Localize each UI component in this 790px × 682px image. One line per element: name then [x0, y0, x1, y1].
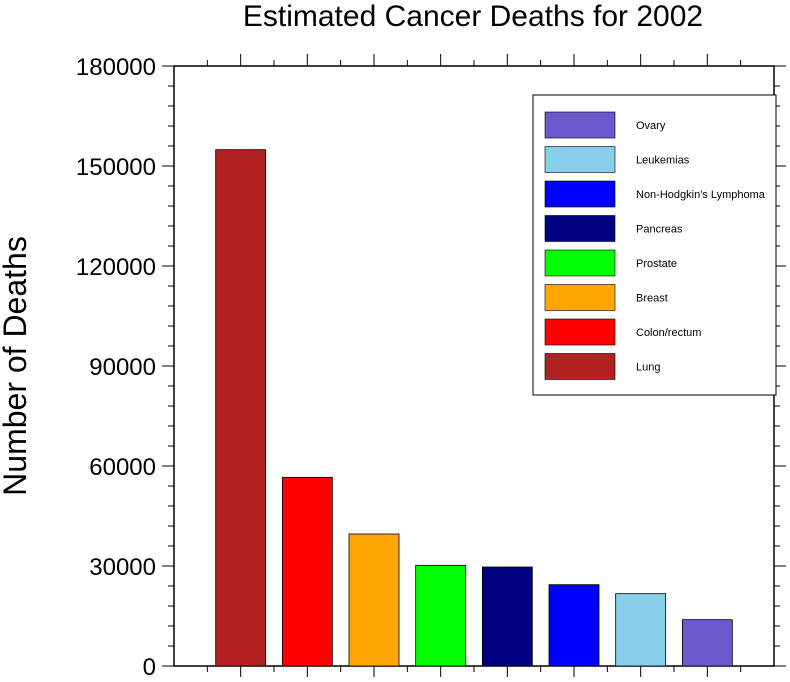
legend-label: Lung — [636, 362, 660, 374]
legend-swatch — [544, 180, 616, 208]
legend-swatch — [544, 284, 616, 311]
chart-title: Estimated Cancer Deaths for 2002 — [243, 0, 703, 33]
legend-swatch — [544, 318, 616, 346]
y-axis-label: Number of Deaths — [0, 236, 33, 496]
bar-breast — [348, 533, 400, 667]
legend-label: Prostate — [636, 258, 677, 270]
y-tick-label: 30000 — [89, 554, 156, 581]
legend-box — [532, 94, 777, 396]
bar-ovary — [681, 619, 733, 667]
y-tick-label: 60000 — [89, 454, 156, 481]
legend-swatch — [544, 215, 616, 242]
y-tick-label: 0 — [143, 654, 156, 677]
legend-label: Colon/rectum — [636, 327, 701, 339]
legend-swatch — [544, 111, 616, 139]
legend-label: Non-Hodgkin's Lymphoma — [636, 189, 766, 201]
legend-label: Breast — [636, 293, 668, 305]
bar-prostate — [415, 564, 467, 667]
bar-non-hodgkin-s-lymphoma — [548, 584, 600, 667]
legend-swatch — [544, 249, 616, 277]
bar-lung — [215, 149, 267, 667]
legend-swatch — [544, 146, 616, 173]
legend-label: Ovary — [636, 120, 666, 132]
legend-label: Pancreas — [636, 224, 683, 236]
axis-ticks — [162, 54, 786, 678]
bar-colon-rectum — [281, 476, 333, 667]
legend: Ovary Leukemias Non-Hodgkin's Lymphoma Panc… — [532, 94, 777, 396]
y-tick-label: 180000 — [76, 54, 156, 81]
y-tick-label: 90000 — [89, 354, 156, 381]
y-tick-labels: 0 30000 60000 90000 120000 150000 180000 — [76, 54, 156, 681]
legend-swatch — [544, 353, 616, 380]
bars — [215, 149, 733, 667]
legend-label: Leukemias — [636, 155, 690, 167]
bar-leukemias — [615, 593, 667, 667]
bar-pancreas — [481, 566, 533, 667]
y-tick-label: 120000 — [76, 254, 156, 281]
y-tick-label: 150000 — [76, 154, 156, 181]
